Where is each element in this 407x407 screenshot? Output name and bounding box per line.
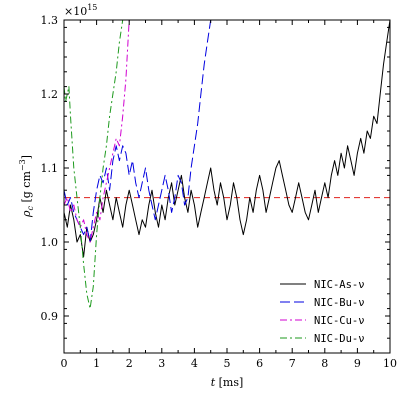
x-tick-label: 9 — [354, 357, 361, 370]
legend-label-3: NIC-Cu-ν — [314, 315, 365, 327]
legend: NIC-As-ν NIC-Bu-ν NIC-Cu-ν NIC-Du-ν — [280, 279, 365, 345]
x-tick-label: 1 — [93, 357, 100, 370]
x-tick-label: 4 — [191, 357, 198, 370]
y-tick-label: 1.1 — [41, 162, 59, 175]
legend-label-1: NIC-As-ν — [314, 279, 365, 291]
x-tick-label: 2 — [126, 357, 133, 370]
y-axis-label: ρc [g cm−3] — [18, 155, 35, 218]
series-line-1 — [64, 20, 390, 258]
x-tick-label: 0 — [61, 357, 68, 370]
legend-label-2: NIC-Bu-ν — [314, 297, 365, 309]
y-tick-label: 1.3 — [41, 14, 59, 27]
x-axis-label: t [ms] — [211, 376, 244, 389]
series-layer — [64, 20, 390, 310]
y-tick-label: 1.0 — [41, 236, 59, 249]
y-tick-label: 0.9 — [41, 310, 59, 323]
series-line-4 — [64, 20, 124, 310]
series-line-3 — [64, 20, 130, 243]
y-multiplier: ×1015 — [64, 3, 97, 18]
x-tick-label: 3 — [158, 357, 165, 370]
series-line-2 — [64, 20, 212, 243]
x-tick-label: 6 — [256, 357, 263, 370]
x-tick-label: 7 — [289, 357, 296, 370]
ticks-layer: 0 1 2 3 4 5 6 7 8 9 10 0.9 1.0 1.1 1.2 1.3 — [41, 14, 398, 370]
x-tick-label: 10 — [383, 357, 397, 370]
x-tick-label: 5 — [224, 357, 231, 370]
y-tick-label: 1.2 — [41, 88, 59, 101]
legend-label-4: NIC-Du-ν — [314, 333, 365, 345]
x-tick-label: 8 — [321, 357, 328, 370]
